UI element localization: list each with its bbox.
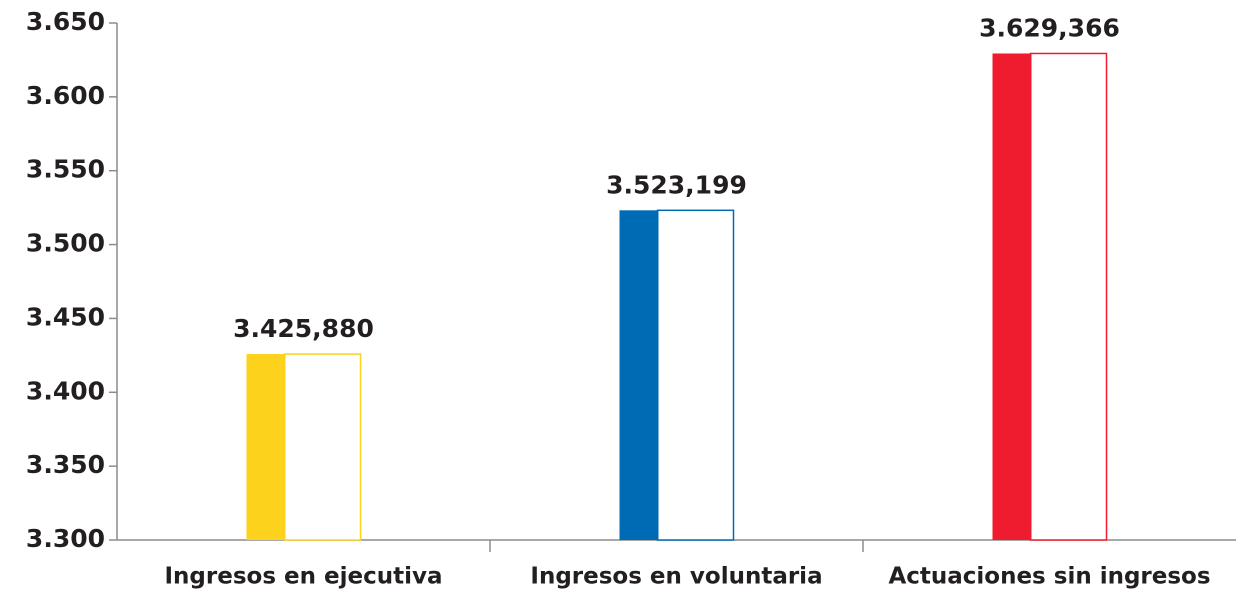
y-tick-label: 3.600 [26, 81, 105, 110]
y-tick-label: 3.300 [26, 524, 105, 553]
bar [246, 354, 286, 540]
y-tick-label: 3.350 [26, 450, 105, 479]
bar-outline [1029, 52, 1108, 541]
value-label: 3.629,366 [979, 13, 1120, 42]
y-tick-label: 3.550 [26, 155, 105, 184]
y-tick-label: 3.500 [26, 229, 105, 258]
y-tick-label: 3.400 [26, 376, 105, 405]
value-label: 3.523,199 [606, 170, 747, 199]
bar [992, 53, 1032, 540]
x-tick-label: Ingresos en ejecutiva [165, 564, 443, 590]
y-tick-label: 3.650 [26, 7, 105, 36]
bar [619, 210, 659, 540]
y-tick-label: 3.450 [26, 302, 105, 331]
bar-outline [283, 353, 362, 541]
x-tick-label: Actuaciones sin ingresos [888, 564, 1210, 590]
x-tick-label: Ingresos en voluntaria [530, 564, 822, 590]
value-label: 3.425,880 [233, 314, 374, 343]
bar-outline [656, 209, 735, 541]
